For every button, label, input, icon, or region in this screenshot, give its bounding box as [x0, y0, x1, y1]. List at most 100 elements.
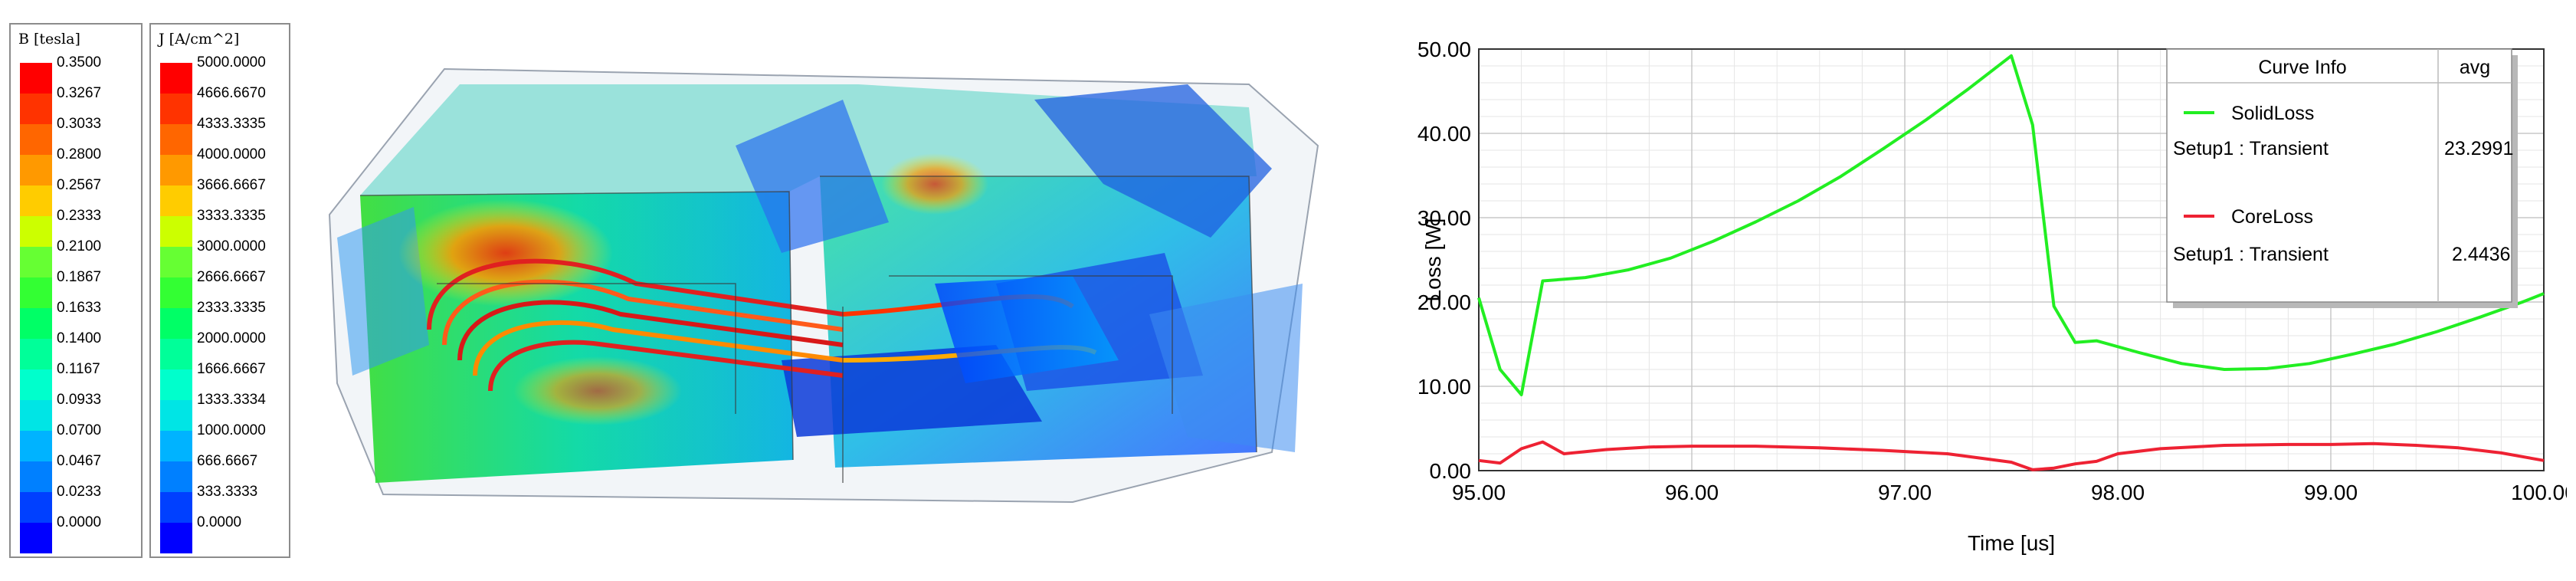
j-legend-tick: 666.6667	[197, 453, 258, 469]
b-color-swatch	[20, 216, 52, 247]
winding-plate	[935, 276, 1119, 383]
b-legend-tick: 0.0000	[57, 514, 102, 530]
j-color-swatch	[160, 94, 192, 124]
y-tick-label: 50.00	[1417, 38, 1471, 61]
field-region	[1034, 84, 1272, 238]
b-field-legend: B [tesla] 0.3500 0.3267 0.3033 0.2800 0.2567…	[9, 23, 143, 558]
b-color-swatch	[20, 277, 52, 308]
x-tick-label: 96.00	[1665, 481, 1719, 504]
y-axis-label: Loss [W]	[1421, 218, 1445, 302]
b-legend-tick: 0.0233	[57, 484, 102, 500]
curve-info-legend[interactable]: Curve Info avg SolidLoss Setup1 : Transi…	[2166, 48, 2518, 308]
j-legend-tick: 0.0000	[197, 514, 242, 530]
j-legend-tick: 2666.6667	[197, 269, 266, 285]
b-legend-tick: 0.2100	[57, 238, 102, 254]
j-color-swatch	[160, 339, 192, 369]
y-tick-label: 20.00	[1417, 290, 1471, 314]
x-tick-label: 98.00	[2091, 481, 2145, 504]
b-color-swatch	[20, 94, 52, 124]
field-hotspot	[513, 356, 682, 425]
j-legend-tick: 2333.3335	[197, 300, 266, 316]
b-color-swatch	[20, 369, 52, 400]
j-color-swatch	[160, 155, 192, 185]
legend-entry-solidloss-avg: 23.2991	[2444, 138, 2513, 159]
j-color-swatch	[160, 247, 192, 277]
j-legend-tick: 4333.3335	[197, 116, 266, 132]
plot-area-frame	[1478, 48, 2545, 471]
b-legend-tick: 0.1633	[57, 300, 102, 316]
legend-entry-solidloss-setup: Setup1 : Transient	[2173, 138, 2329, 159]
field-hotspot	[398, 199, 613, 307]
j-legend-title: J [A/cm^2]	[159, 31, 240, 48]
j-color-swatch	[160, 63, 192, 94]
j-legend-tick: 3000.0000	[197, 238, 266, 254]
x-tick-label: 97.00	[1878, 481, 1932, 504]
y-tick-label: 10.00	[1417, 375, 1471, 399]
j-legend-tick: 1333.3334	[197, 392, 266, 408]
b-color-swatch	[20, 124, 52, 155]
j-color-swatch	[160, 523, 192, 553]
j-legend-tick: 3666.6667	[197, 177, 266, 193]
b-color-swatch	[20, 523, 52, 553]
j-color-swatch	[160, 369, 192, 400]
b-color-swatch	[20, 155, 52, 185]
core-edges	[359, 176, 1257, 483]
x-axis-label: Time [us]	[1968, 531, 2055, 555]
field-plot-3d-view[interactable]	[306, 54, 1341, 514]
b-color-swatch	[20, 63, 52, 94]
x-tick-labels: 95.00 96.00 97.00 98.00 99.00 100.00	[1452, 481, 2567, 504]
b-color-swatch	[20, 461, 52, 492]
field-hotspot	[881, 153, 988, 215]
b-legend-tick: 0.0467	[57, 453, 102, 469]
b-legend-tick: 0.2800	[57, 146, 102, 162]
b-legend-tick: 0.1400	[57, 330, 102, 346]
j-legend-tick: 5000.0000	[197, 54, 266, 71]
b-color-swatch	[20, 400, 52, 431]
b-color-swatch	[20, 185, 52, 216]
field-region	[1149, 284, 1303, 452]
b-legend-tick: 0.2333	[57, 208, 102, 224]
j-legend-tick: 1000.0000	[197, 422, 266, 438]
legend-entry-coreloss-name: CoreLoss	[2231, 206, 2313, 228]
b-legend-tick: 0.3033	[57, 116, 102, 132]
j-color-swatch	[160, 492, 192, 523]
b-color-swatch	[20, 431, 52, 461]
y-tick-label: 0.00	[1430, 459, 1472, 483]
j-legend-tick: 333.3333	[197, 484, 258, 500]
x-tick-label: 95.00	[1452, 481, 1506, 504]
legend-header-avg: avg	[2460, 57, 2490, 78]
j-color-swatch	[160, 216, 192, 247]
y-tick-label: 40.00	[1417, 122, 1471, 146]
j-field-legend: J [A/cm^2] 5000.0000 4666.6670 4333.3335 40…	[149, 23, 290, 558]
j-color-swatch	[160, 185, 192, 216]
legend-entry-coreloss-avg: 2.4436	[2452, 244, 2510, 265]
b-legend-tick: 0.0700	[57, 422, 102, 438]
j-color-swatch	[160, 277, 192, 308]
x-tick-label: 100.00	[2511, 481, 2567, 504]
j-color-swatch	[160, 431, 192, 461]
b-legend-title: B [tesla]	[18, 31, 80, 48]
legend-entry-coreloss-setup: Setup1 : Transient	[2173, 244, 2329, 265]
chart-series	[1477, 54, 2545, 471]
b-legend-tick: 0.0933	[57, 392, 102, 408]
j-legend-tick: 2000.0000	[197, 330, 266, 346]
b-legend-tick: 0.3500	[57, 54, 102, 71]
legend-header-curve-info: Curve Info	[2258, 57, 2346, 78]
j-legend-tick: 3333.3335	[197, 208, 266, 224]
b-legend-tick: 0.2567	[57, 177, 102, 193]
j-color-swatch	[160, 308, 192, 339]
b-color-swatch	[20, 339, 52, 369]
j-legend-tick: 1666.6667	[197, 361, 266, 377]
j-color-swatch	[160, 124, 192, 155]
legend-box	[2166, 48, 2512, 303]
legend-entry-solidloss-name: SolidLoss	[2231, 103, 2314, 124]
y-tick-labels: 0.00 10.00 20.00 30.00 40.00 50.00	[1417, 38, 1471, 483]
b-legend-tick: 0.1167	[57, 361, 100, 377]
x-tick-label: 99.00	[2304, 481, 2358, 504]
field-region	[736, 100, 889, 253]
b-legend-tick: 0.3267	[57, 85, 102, 101]
series-line-solidloss[interactable]	[1477, 54, 2545, 396]
b-color-swatch	[20, 247, 52, 277]
series-line-coreloss[interactable]	[1478, 440, 2545, 471]
b-color-swatch	[20, 308, 52, 339]
